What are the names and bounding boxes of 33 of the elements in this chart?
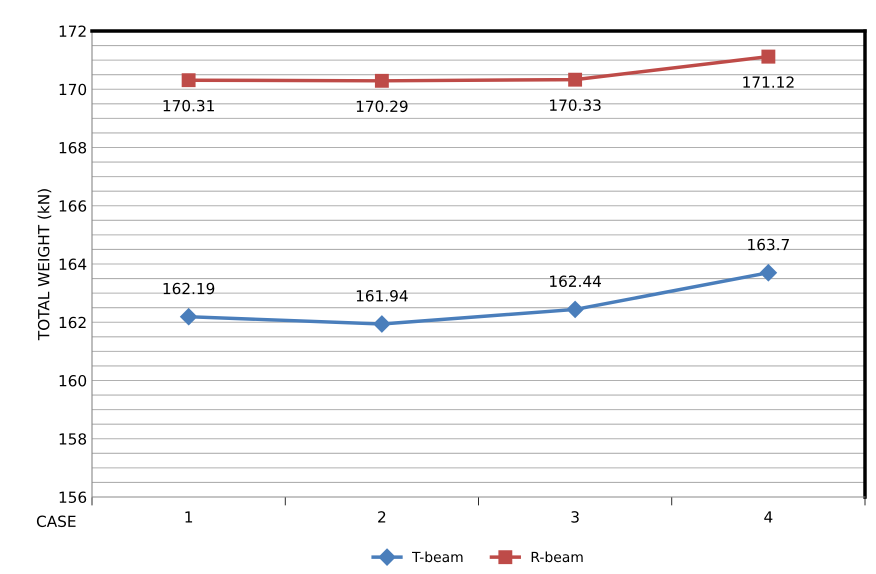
legend-label: R-beam bbox=[532, 551, 583, 562]
y-tick-label: 170 bbox=[60, 84, 86, 96]
point bbox=[373, 315, 390, 333]
point bbox=[566, 300, 584, 318]
point bbox=[760, 264, 777, 282]
point bbox=[180, 308, 198, 326]
y-tick-label: 166 bbox=[60, 200, 86, 212]
point bbox=[761, 50, 776, 64]
legend-label: T-beam bbox=[412, 551, 462, 562]
data-label: 170.31 bbox=[164, 100, 214, 112]
point bbox=[182, 73, 196, 88]
y-tick-label: 164 bbox=[60, 258, 86, 270]
point bbox=[374, 74, 389, 88]
y-tick-label: 160 bbox=[60, 374, 86, 387]
data-label: 171.12 bbox=[743, 76, 794, 88]
data-label: 170.29 bbox=[356, 100, 408, 112]
x-tick-label: 3 bbox=[571, 511, 579, 523]
y-tick-label: 156 bbox=[60, 491, 86, 504]
data-label: 162.19 bbox=[164, 282, 214, 294]
x-tick-label: 1 bbox=[185, 511, 192, 522]
point bbox=[568, 72, 582, 87]
data-label: 161.94 bbox=[356, 290, 408, 302]
x-tick-label: 2 bbox=[378, 511, 386, 522]
y-tick-label: 172 bbox=[60, 25, 86, 37]
data-label: 162.44 bbox=[550, 275, 601, 288]
x-axis-title: CASE bbox=[36, 516, 76, 528]
y-axis-title: TOTAL WEIGHT (kN) bbox=[38, 189, 52, 340]
y-tick-label: 158 bbox=[60, 433, 86, 445]
data-label: 170.33 bbox=[550, 99, 601, 111]
x-tick-label: 4 bbox=[764, 511, 772, 522]
y-tick-label: 162 bbox=[60, 316, 86, 328]
data-label: 163.7 bbox=[748, 238, 789, 250]
y-tick-label: 168 bbox=[60, 142, 86, 154]
